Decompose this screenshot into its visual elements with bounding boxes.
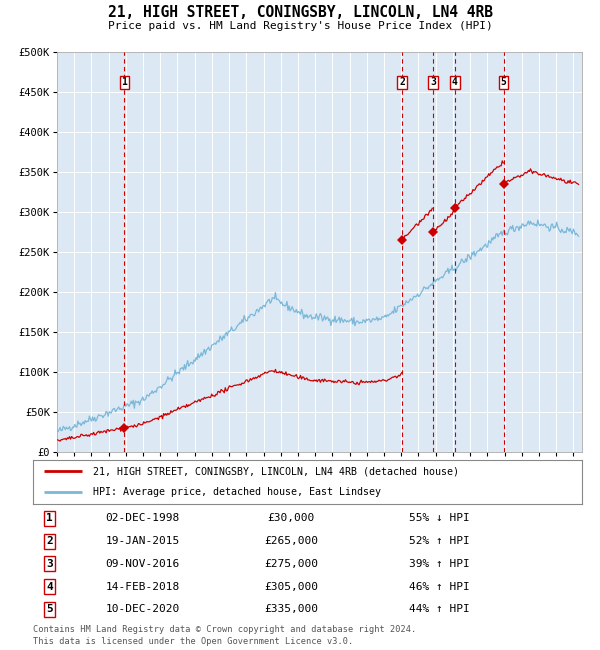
Text: 3: 3: [46, 559, 53, 569]
Text: 2: 2: [399, 77, 405, 87]
Text: 46% ↑ HPI: 46% ↑ HPI: [409, 582, 470, 592]
Text: £265,000: £265,000: [264, 536, 318, 546]
Text: 1: 1: [122, 77, 127, 87]
Text: £275,000: £275,000: [264, 559, 318, 569]
Text: 5: 5: [500, 77, 506, 87]
Text: 44% ↑ HPI: 44% ↑ HPI: [409, 604, 470, 614]
Text: 4: 4: [46, 582, 53, 592]
Text: Price paid vs. HM Land Registry's House Price Index (HPI): Price paid vs. HM Land Registry's House …: [107, 21, 493, 31]
Text: 19-JAN-2015: 19-JAN-2015: [106, 536, 180, 546]
Text: 1: 1: [46, 514, 53, 523]
Text: 3: 3: [430, 77, 436, 87]
Text: 21, HIGH STREET, CONINGSBY, LINCOLN, LN4 4RB: 21, HIGH STREET, CONINGSBY, LINCOLN, LN4…: [107, 5, 493, 20]
Text: 09-NOV-2016: 09-NOV-2016: [106, 559, 180, 569]
Text: 5: 5: [46, 604, 53, 614]
Text: 02-DEC-1998: 02-DEC-1998: [106, 514, 180, 523]
Text: 39% ↑ HPI: 39% ↑ HPI: [409, 559, 470, 569]
Text: 10-DEC-2020: 10-DEC-2020: [106, 604, 180, 614]
Text: £30,000: £30,000: [268, 514, 314, 523]
Text: 55% ↓ HPI: 55% ↓ HPI: [409, 514, 470, 523]
Text: £305,000: £305,000: [264, 582, 318, 592]
Text: £335,000: £335,000: [264, 604, 318, 614]
Text: Contains HM Land Registry data © Crown copyright and database right 2024.: Contains HM Land Registry data © Crown c…: [33, 625, 416, 634]
Text: 52% ↑ HPI: 52% ↑ HPI: [409, 536, 470, 546]
Text: 21, HIGH STREET, CONINGSBY, LINCOLN, LN4 4RB (detached house): 21, HIGH STREET, CONINGSBY, LINCOLN, LN4…: [94, 467, 460, 476]
Text: This data is licensed under the Open Government Licence v3.0.: This data is licensed under the Open Gov…: [33, 637, 353, 646]
Text: 14-FEB-2018: 14-FEB-2018: [106, 582, 180, 592]
Text: 2: 2: [46, 536, 53, 546]
Text: 4: 4: [452, 77, 458, 87]
Text: HPI: Average price, detached house, East Lindsey: HPI: Average price, detached house, East…: [94, 487, 382, 497]
